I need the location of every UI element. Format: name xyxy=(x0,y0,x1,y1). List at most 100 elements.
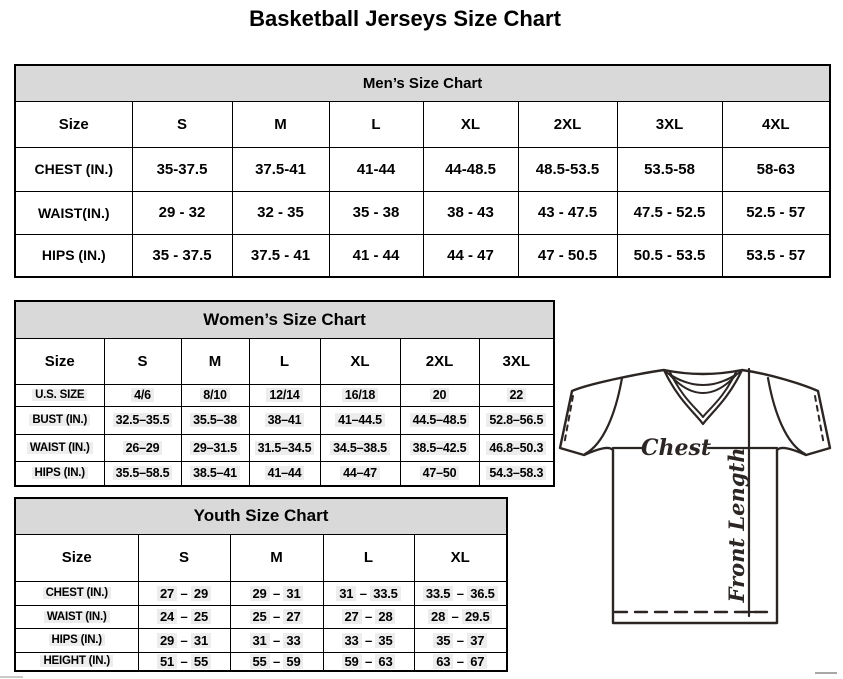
size-value-cell: 24 – 25 xyxy=(137,604,231,629)
highlighted-value: 55 xyxy=(249,653,270,669)
highlighted-value: 25 xyxy=(249,609,270,624)
highlighted-value: 38–41 xyxy=(264,413,305,427)
highlighted-value: 54.3–58.3 xyxy=(486,466,547,481)
size-value-cell: 43 - 47.5 xyxy=(517,190,618,235)
size-value-cell: 52.5 - 57 xyxy=(721,190,831,235)
size-value-cell: 47.5 - 52.5 xyxy=(616,190,723,235)
size-value-cell: 54.3–58.3 xyxy=(478,460,555,487)
size-value-cell: 41-44 xyxy=(328,146,424,192)
table-title: Women’s Size Chart xyxy=(14,300,555,339)
row-label: WAIST (IN.) xyxy=(14,433,105,462)
youth-size-table: Youth Size Chart Size S M L XL CHEST (IN.) 27 –… xyxy=(14,497,509,672)
highlighted-label: WAIST (IN.) xyxy=(43,610,110,623)
highlighted-value: 28 xyxy=(428,609,449,624)
highlighted-label: HIPS (IN.) xyxy=(31,467,88,480)
highlighted-value: 35 xyxy=(433,632,454,648)
size-value-cell: 47–50 xyxy=(399,460,480,487)
highlighted-value: 29 xyxy=(249,585,270,601)
highlighted-value: 63 xyxy=(433,653,454,669)
row-label: WAIST(IN.) xyxy=(14,190,133,235)
size-value-cell: 12/14 xyxy=(248,383,321,407)
size-value-cell: 29 – 31 xyxy=(137,627,231,653)
size-value-cell: 44.5–48.5 xyxy=(399,405,480,435)
size-value-cell: 32 - 35 xyxy=(231,190,330,235)
womens-size-table: Women’s Size Chart Size S M L XL 2XL 3XL U.S. SI… xyxy=(14,300,556,487)
highlighted-value: 32.5–35.5 xyxy=(112,413,173,427)
size-value-cell: 25 – 27 xyxy=(229,604,324,629)
highlighted-value: 52.8–56.5 xyxy=(486,413,547,427)
size-value-cell: 35.5–58.5 xyxy=(103,460,182,487)
size-value-cell: 22 xyxy=(478,383,555,407)
left-armhole-seam xyxy=(583,376,624,456)
column-header: L xyxy=(248,337,321,385)
size-value-cell: 29 – 31 xyxy=(229,580,324,606)
size-value-cell: 44–47 xyxy=(319,460,401,487)
row-label: CHEST (IN.) xyxy=(14,146,133,192)
highlighted-value: 31 xyxy=(283,585,304,601)
column-header: L xyxy=(328,100,424,148)
highlighted-value: 8/10 xyxy=(200,388,230,402)
size-value-cell: 35.5–38 xyxy=(180,405,250,435)
column-header: XL xyxy=(422,100,519,148)
size-value-cell: 16/18 xyxy=(319,383,401,407)
size-value-cell: 35 - 37.5 xyxy=(131,233,233,278)
size-value-cell: 33.5 – 36.5 xyxy=(413,580,508,606)
size-value-cell: 50.5 - 53.5 xyxy=(616,233,723,278)
highlighted-value: 29.5 xyxy=(461,609,493,624)
size-value-cell: 35-37.5 xyxy=(131,146,233,192)
page-artifact-right xyxy=(815,672,837,674)
highlighted-value: 29 xyxy=(157,632,178,648)
highlighted-value: 59 xyxy=(341,653,362,669)
highlighted-value: 38.5–41 xyxy=(190,466,240,481)
size-value-cell: 51 – 55 xyxy=(137,651,231,672)
highlighted-value: 33 xyxy=(283,632,304,648)
row-label: BUST (IN.) xyxy=(14,405,105,435)
highlighted-value: 20 xyxy=(429,388,450,402)
size-value-cell: 53.5 - 57 xyxy=(721,233,831,278)
highlighted-value: 12/14 xyxy=(266,388,303,402)
highlighted-label: WAIST (IN.) xyxy=(26,441,93,454)
size-value-cell: 34.5–38.5 xyxy=(319,433,401,462)
highlighted-value: 63 xyxy=(375,653,396,669)
column-header: S xyxy=(137,533,231,582)
highlighted-value: 29–31.5 xyxy=(190,440,240,455)
highlighted-value: 59 xyxy=(283,653,304,669)
highlighted-value: 41–44.5 xyxy=(335,413,385,427)
column-header: S xyxy=(103,337,182,385)
size-value-cell: 31 – 33.5 xyxy=(322,580,415,606)
column-header: 2XL xyxy=(517,100,618,148)
highlighted-value: 67 xyxy=(467,653,488,669)
right-armhole-seam xyxy=(766,376,807,456)
size-value-cell: 59 – 63 xyxy=(322,651,415,672)
size-value-cell: 32.5–35.5 xyxy=(103,405,182,435)
size-value-cell: 8/10 xyxy=(180,383,250,407)
highlighted-value: 16/18 xyxy=(341,388,379,402)
highlighted-value: 27 xyxy=(157,585,178,601)
size-value-cell: 41–44 xyxy=(248,460,321,487)
size-value-cell: 52.8–56.5 xyxy=(478,405,555,435)
size-value-cell: 4/6 xyxy=(103,383,182,407)
size-value-cell: 28 – 29.5 xyxy=(413,604,508,629)
size-value-cell: 26–29 xyxy=(103,433,182,462)
highlighted-value: 28 xyxy=(375,609,396,624)
row-label: HIPS (IN.) xyxy=(14,460,105,487)
size-value-cell: 53.5-58 xyxy=(616,146,723,192)
highlighted-value: 47–50 xyxy=(419,466,460,481)
row-label: HIPS (IN.) xyxy=(14,627,139,653)
highlighted-value: 31.5–34.5 xyxy=(254,440,315,455)
size-column-header: Size xyxy=(14,337,105,385)
column-header: 2XL xyxy=(399,337,480,385)
highlighted-value: 29 xyxy=(190,585,211,601)
size-value-cell: 41–44.5 xyxy=(319,405,401,435)
highlighted-value: 44.5–48.5 xyxy=(409,413,470,427)
column-header: M xyxy=(180,337,250,385)
highlighted-value: 46.8–50.3 xyxy=(486,440,547,455)
size-value-cell: 38 - 43 xyxy=(422,190,519,235)
highlighted-value: 35 xyxy=(375,632,396,648)
highlighted-value: 31 xyxy=(336,585,357,601)
highlighted-value: 27 xyxy=(283,609,304,624)
size-value-cell: 48.5-53.5 xyxy=(517,146,618,192)
highlighted-label: HIPS (IN.) xyxy=(48,634,105,646)
highlighted-value: 36.5 xyxy=(467,585,498,601)
size-value-cell: 44 - 47 xyxy=(422,233,519,278)
